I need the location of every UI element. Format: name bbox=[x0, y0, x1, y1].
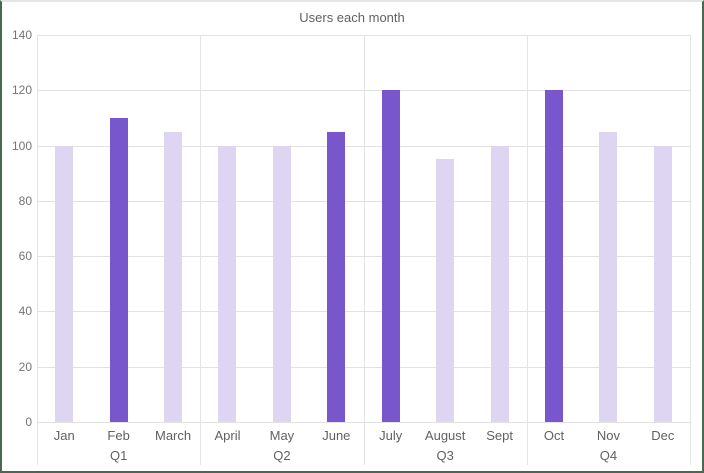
y-axis-tick-label: 80 bbox=[18, 193, 32, 208]
y-axis-tick-label: 40 bbox=[18, 304, 32, 319]
bars-row bbox=[37, 35, 690, 422]
month-label-may: May bbox=[269, 428, 295, 443]
bar-slot bbox=[527, 35, 581, 422]
bar-march bbox=[164, 131, 183, 422]
quarter-label-q3: Q3 bbox=[436, 448, 454, 463]
bar-slot bbox=[37, 35, 91, 422]
y-axis-tick-label: 60 bbox=[18, 249, 32, 264]
quarter-separator-line bbox=[363, 35, 365, 465]
month-label-sept: Sept bbox=[486, 428, 513, 443]
bar-slot bbox=[200, 35, 254, 422]
quarter-separator-line bbox=[200, 35, 202, 465]
chart-title: Users each month bbox=[299, 10, 405, 25]
bar-oct bbox=[545, 90, 563, 422]
quarter-separator-line bbox=[526, 35, 528, 465]
quarter-labels-row: Q1 Q2 Q3 Q4 bbox=[37, 447, 690, 465]
quarter-separator-line bbox=[37, 35, 38, 465]
bar-feb bbox=[109, 117, 128, 422]
bar-slot bbox=[581, 35, 635, 422]
bar-slot bbox=[364, 35, 418, 422]
month-label-july: July bbox=[379, 428, 403, 443]
quarter-label-q4: Q4 bbox=[599, 448, 618, 463]
quarter-label-q1: Q1 bbox=[109, 448, 128, 463]
quarter-separator-line bbox=[690, 35, 691, 465]
month-label-feb: Feb bbox=[107, 428, 130, 443]
bar-slot bbox=[472, 35, 526, 422]
bar-may bbox=[272, 145, 291, 422]
month-label-june: June bbox=[322, 428, 351, 443]
bar-june bbox=[327, 131, 346, 422]
bar-august bbox=[436, 159, 455, 422]
month-label-nov: Nov bbox=[596, 428, 620, 443]
month-label-april: April bbox=[214, 428, 241, 443]
y-axis-tick-label: 140 bbox=[11, 28, 32, 42]
month-label-dec: Dec bbox=[651, 428, 675, 443]
y-axis-tick-label: 120 bbox=[11, 83, 32, 98]
month-label-oct: Oct bbox=[543, 428, 565, 443]
month-label-jan: Jan bbox=[53, 428, 75, 443]
month-label-august: August bbox=[424, 428, 466, 443]
month-labels-row: Jan Feb March April May June July August Sept Oct… bbox=[37, 427, 690, 445]
bar-nov bbox=[599, 131, 618, 422]
bar-slot bbox=[309, 35, 363, 422]
bar-slot bbox=[418, 35, 472, 422]
bar-slot bbox=[91, 35, 145, 422]
y-axis-tick-label: 100 bbox=[11, 138, 32, 153]
quarter-label-q2: Q2 bbox=[273, 448, 291, 463]
bar-dec bbox=[653, 145, 672, 422]
y-axis-tick-label: 0 bbox=[25, 415, 32, 429]
month-label-march: March bbox=[154, 428, 192, 443]
bar-slot bbox=[636, 35, 690, 422]
bar-july bbox=[381, 90, 400, 422]
bar-jan bbox=[55, 145, 74, 422]
y-axis-tick-label: 20 bbox=[18, 359, 32, 374]
bar-april bbox=[218, 145, 237, 422]
bar-slot bbox=[255, 35, 309, 422]
bar-slot bbox=[146, 35, 200, 422]
bar-sept bbox=[490, 145, 509, 422]
